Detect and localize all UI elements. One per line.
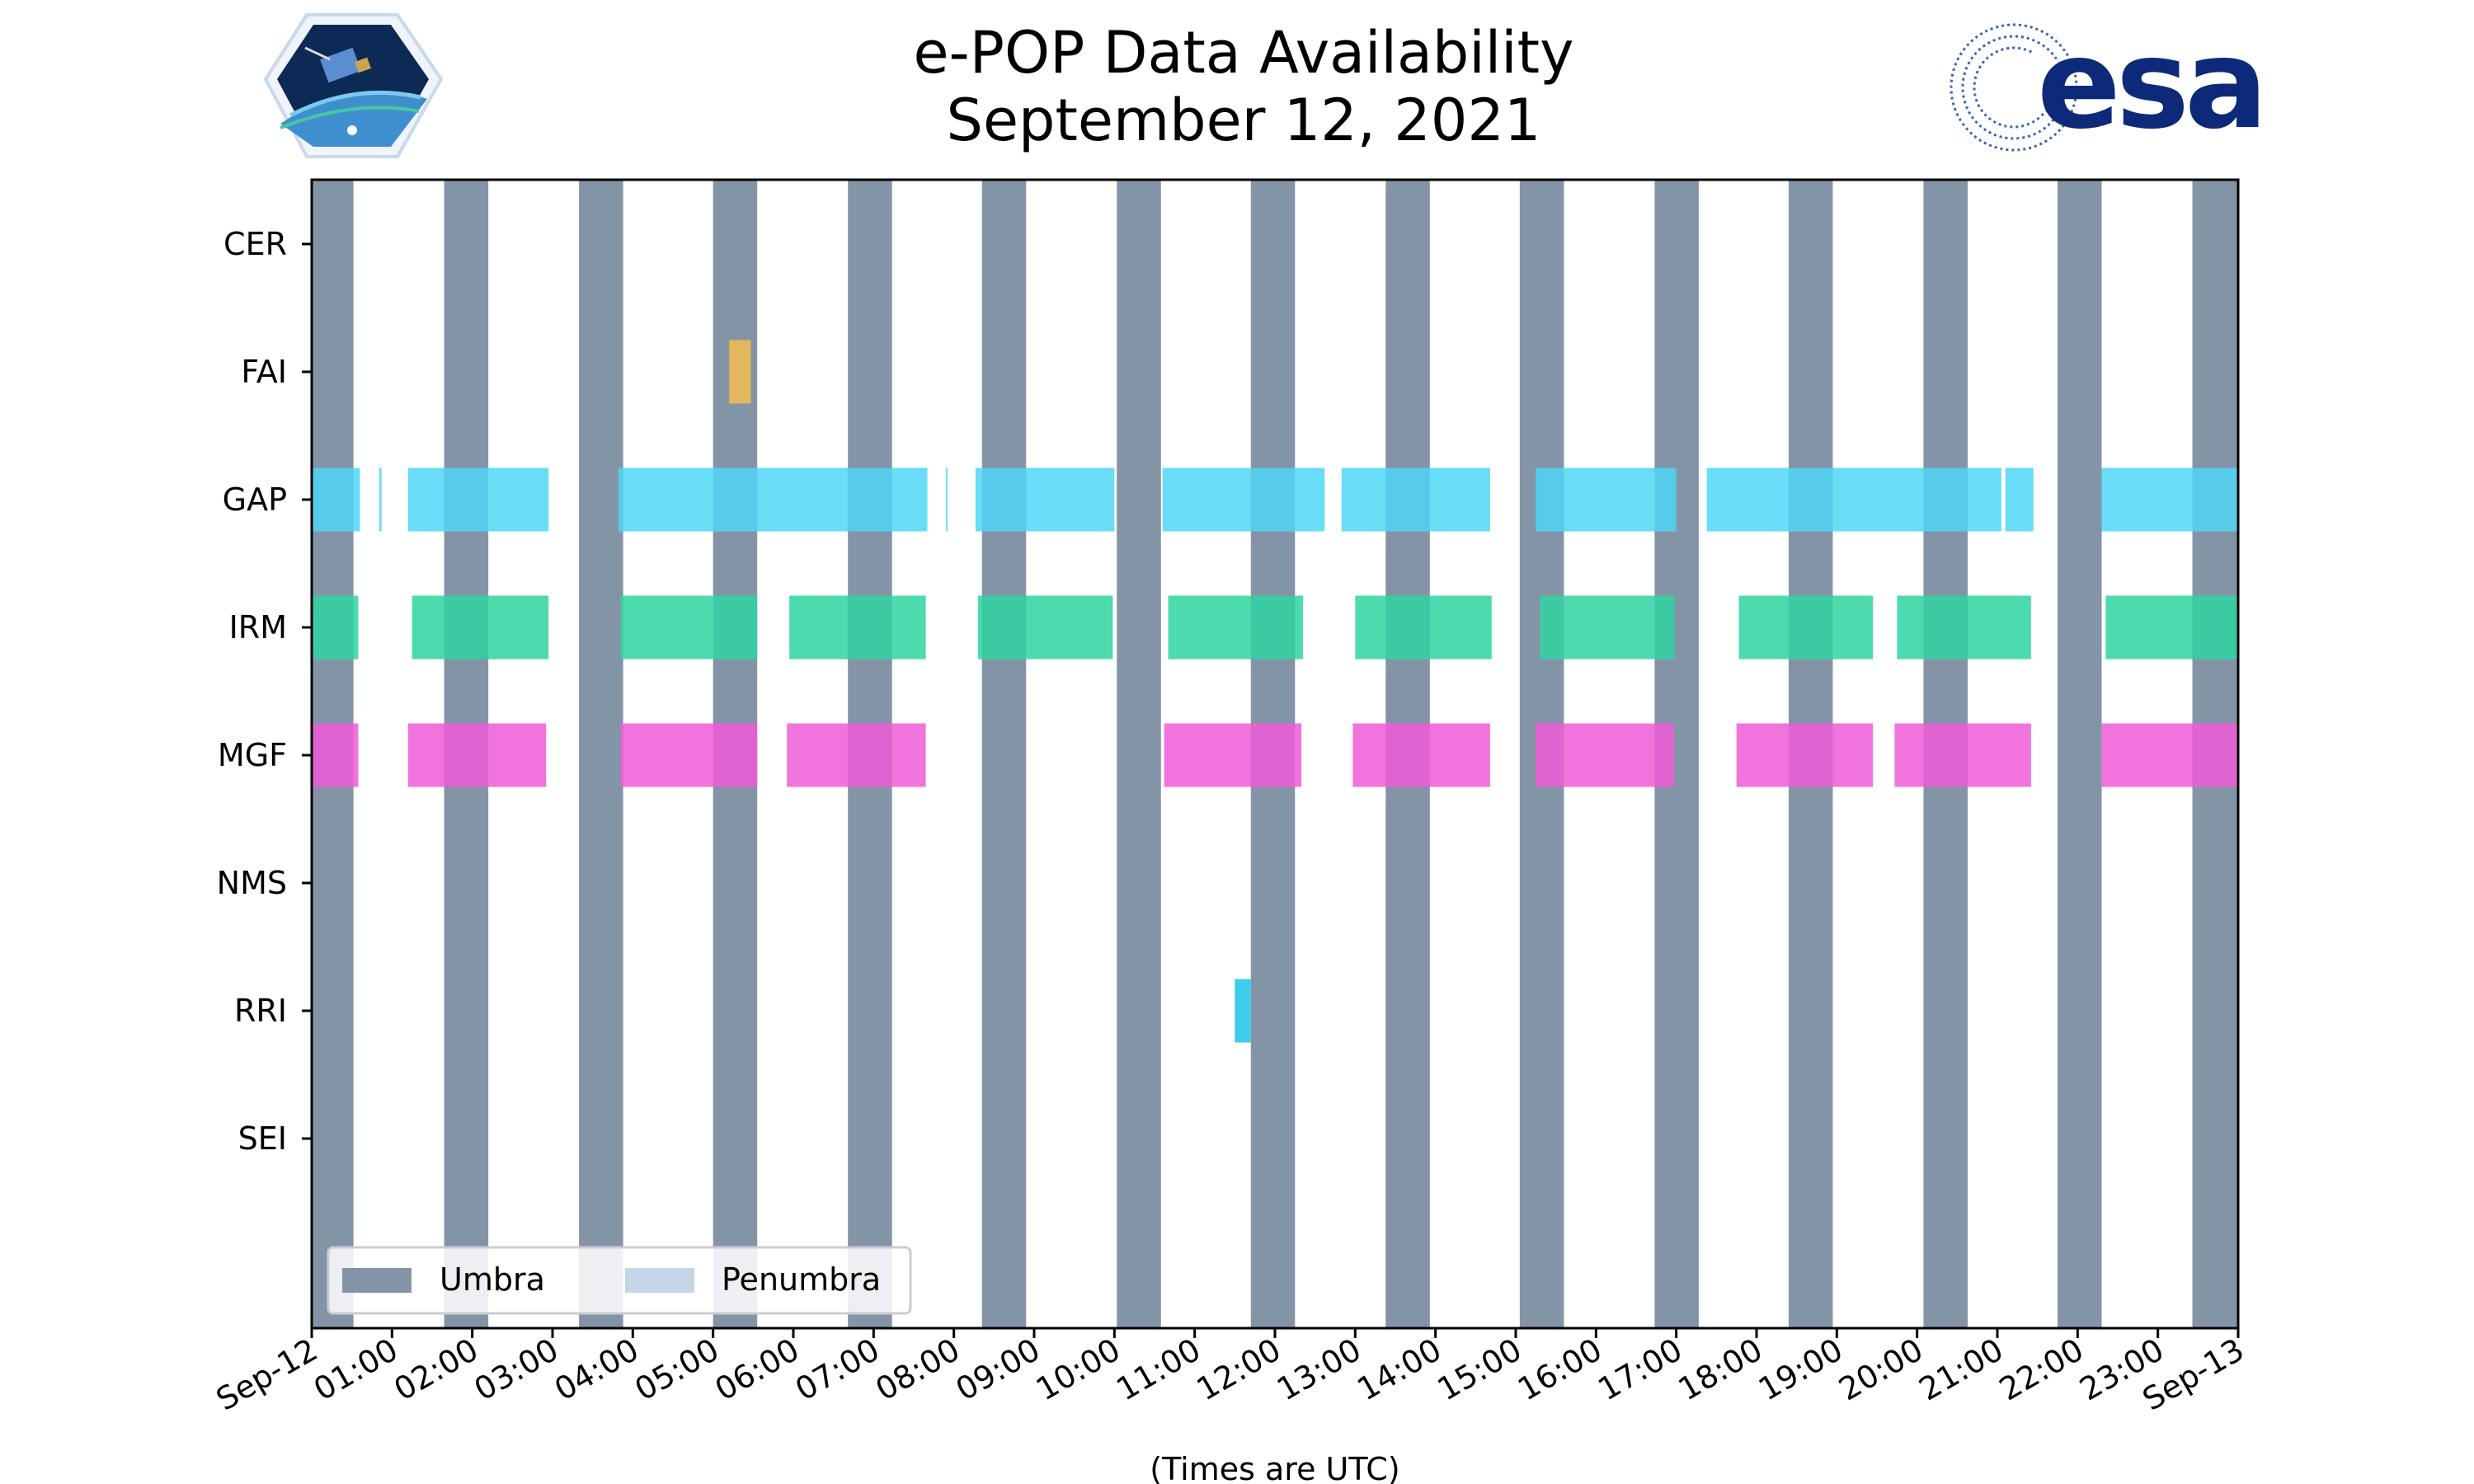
x-tick-label-7: 07:00 xyxy=(789,1331,886,1408)
bar-mgf-2 xyxy=(620,723,758,787)
x-tick-label-18: 18:00 xyxy=(1672,1331,1769,1408)
bar-gap-4 xyxy=(945,467,948,532)
bar-fai-0 xyxy=(729,340,751,404)
y-axis: CER FAI GAP IRM MGF NMS RRI SEI xyxy=(217,226,312,1157)
bar-mgf-7 xyxy=(1736,723,1874,787)
x-tick-label-13: 13:00 xyxy=(1271,1331,1367,1408)
bar-mgf-5 xyxy=(1352,723,1490,787)
cassiope-logo xyxy=(263,13,444,158)
chart-subtitle: September 12, 2021 xyxy=(947,87,1541,154)
bar-rri-0 xyxy=(1235,979,1251,1043)
bar-gap-0 xyxy=(312,467,360,532)
x-axis-label: (Times are UTC) xyxy=(1150,1451,1399,1484)
legend: Umbra Penumbra xyxy=(327,1246,912,1315)
bar-irm-10 xyxy=(2105,595,2238,660)
bar-gap-11 xyxy=(2101,467,2238,532)
y-tick-label-mgf: MGF xyxy=(218,737,287,773)
legend-swatch-umbra xyxy=(342,1268,412,1293)
y-tick-label-gap: GAP xyxy=(223,481,287,518)
x-tick-label-3: 03:00 xyxy=(468,1331,565,1408)
bar-mgf-9 xyxy=(2101,723,2238,787)
bar-irm-6 xyxy=(1355,595,1492,660)
bar-gap-5 xyxy=(975,467,1115,532)
y-tick-label-nms: NMS xyxy=(217,865,287,901)
bar-gap-1 xyxy=(379,467,382,532)
umbra-band-5 xyxy=(981,180,1027,1328)
x-tick-label-12: 12:00 xyxy=(1191,1331,1287,1408)
bar-irm-5 xyxy=(1168,595,1304,660)
esa-wordmark: esa xyxy=(2037,13,2263,157)
umbra-band-2 xyxy=(579,180,623,1328)
x-tick-label-6: 06:00 xyxy=(709,1331,806,1408)
esa-logo: esa xyxy=(1950,13,2268,157)
y-tick-label-sei: SEI xyxy=(238,1120,287,1157)
bar-irm-3 xyxy=(789,595,926,660)
x-tick-label-8: 08:00 xyxy=(869,1331,966,1408)
bar-irm-0 xyxy=(312,595,359,660)
x-axis: Sep-1201:0002:0003:0004:0005:0006:0007:0… xyxy=(210,1328,2251,1418)
y-tick-label-cer: CER xyxy=(223,226,287,262)
bar-irm-9 xyxy=(1897,595,2031,660)
bar-irm-7 xyxy=(1540,595,1675,660)
x-tick-label-5: 05:00 xyxy=(628,1331,725,1408)
x-tick-label-1: 01:00 xyxy=(308,1331,404,1408)
x-tick-label-22: 22:00 xyxy=(1993,1331,2090,1408)
x-tick-label-9: 09:00 xyxy=(950,1331,1047,1408)
legend-box xyxy=(327,1246,912,1315)
x-tick-label-15: 15:00 xyxy=(1432,1331,1528,1408)
bar-gap-8 xyxy=(1536,467,1677,532)
x-tick-label-11: 11:00 xyxy=(1110,1331,1206,1408)
bar-gap-6 xyxy=(1162,467,1325,532)
x-tick-label-17: 17:00 xyxy=(1592,1331,1688,1408)
bar-gap-2 xyxy=(407,467,549,532)
chart-title: e-POP Data Availability xyxy=(913,19,1573,87)
y-tick-label-irm: IRM xyxy=(229,609,287,646)
bar-irm-4 xyxy=(977,595,1113,660)
bar-mgf-8 xyxy=(1894,723,2031,787)
x-tick-label-19: 19:00 xyxy=(1752,1331,1849,1408)
y-tick-label-rri: RRI xyxy=(234,993,287,1029)
legend-swatch-penumbra xyxy=(625,1268,694,1293)
bar-gap-3 xyxy=(618,467,928,532)
umbra-band-6 xyxy=(1117,180,1161,1328)
x-tick-label-4: 04:00 xyxy=(548,1331,645,1408)
umbra-band-13 xyxy=(2058,180,2102,1328)
y-tick-label-fai: FAI xyxy=(241,354,287,390)
x-tick-label-14: 14:00 xyxy=(1351,1331,1447,1408)
bar-irm-8 xyxy=(1738,595,1874,660)
bar-gap-9 xyxy=(1706,467,2001,532)
x-tick-label-2: 02:00 xyxy=(388,1331,484,1408)
bar-mgf-1 xyxy=(407,723,547,787)
x-tick-label-0: Sep-12 xyxy=(210,1331,324,1418)
x-tick-label-10: 10:00 xyxy=(1030,1331,1126,1408)
bar-mgf-3 xyxy=(787,723,926,787)
x-tick-label-16: 16:00 xyxy=(1512,1331,1608,1408)
bar-irm-1 xyxy=(412,595,549,660)
bar-gap-7 xyxy=(1341,467,1490,532)
x-tick-label-20: 20:00 xyxy=(1832,1331,1929,1408)
x-tick-label-21: 21:00 xyxy=(1913,1331,2010,1408)
bar-mgf-6 xyxy=(1536,723,1674,787)
bar-gap-10 xyxy=(2005,467,2034,532)
legend-label-penumbra: Penumbra xyxy=(722,1261,881,1298)
bar-irm-2 xyxy=(620,595,758,660)
bar-mgf-4 xyxy=(1164,723,1302,787)
bar-mgf-0 xyxy=(312,723,359,787)
legend-label-umbra: Umbra xyxy=(440,1261,545,1298)
series-layer xyxy=(312,340,2238,1043)
